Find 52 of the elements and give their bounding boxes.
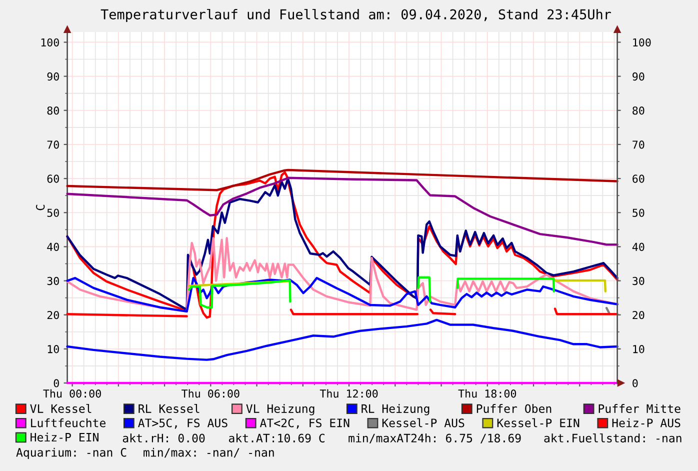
chart-title: Temperaturverlauf und Fuellstand am: 09.04.2020, Stand 23:45Uhr — [100, 8, 611, 22]
legend-label: Kessel-P AUS — [382, 418, 464, 428]
y-tick-label: 70 — [47, 140, 59, 149]
y2-tick-label: 20 — [632, 310, 644, 320]
legend-label: Puffer Oben — [476, 404, 552, 413]
x-tick-label: Thu 00:00 — [43, 389, 101, 398]
y-tick-label: 50 — [47, 208, 59, 217]
x-tick-label: Thu 06:00 — [182, 389, 240, 398]
y-tick-label: 40 — [47, 242, 59, 251]
line-series — [66, 237, 618, 313]
y-axis-title: C — [36, 204, 45, 210]
y2-tick-label: 90 — [632, 72, 644, 81]
y-tick-label: 10 — [48, 345, 59, 354]
y2-tick-label: 10 — [633, 345, 644, 354]
text: min/max: -nan/ -nan — [144, 448, 274, 458]
y-tick-label: 90 — [47, 72, 59, 81]
y-tick-label: 60 — [47, 174, 59, 183]
x-tick-label: Thu 18:00 — [458, 389, 516, 398]
legend-label: Luftfeuchte — [31, 418, 106, 428]
y-tick-label: 80 — [47, 106, 59, 115]
text: Aquarium: -nan C — [16, 448, 126, 460]
y2-tick-label: 30 — [632, 276, 644, 286]
line-series — [66, 168, 618, 192]
line-series — [66, 276, 618, 313]
x-tick-label: Thu 12:00 — [320, 389, 378, 398]
y-tick-label: 20 — [47, 310, 59, 320]
legend-label: Heiz-P AUS — [612, 418, 680, 428]
y-tick-label: 30 — [47, 276, 59, 286]
y2-tick-label: 0 — [632, 379, 638, 388]
y2-tick-label: 40 — [632, 242, 644, 251]
y2-tick-label: 60 — [632, 174, 644, 183]
text: akt.rH: 0.00 — [122, 434, 205, 442]
line-series — [66, 176, 618, 246]
y2-tick-label: 80 — [632, 106, 644, 115]
legend-label: Heiz-P EIN — [30, 432, 98, 442]
y2-tick-label: 100 — [633, 38, 651, 47]
legend-label: RL Heizung — [362, 404, 430, 416]
legend-label: AT>5C, FS AUS — [138, 418, 228, 429]
legend-label: Puffer Mitte — [598, 404, 680, 413]
y2-tick-label: 50 — [632, 208, 644, 217]
y-tick-label: 100 — [41, 38, 59, 47]
text: min/maxAT24h: 6.75 /18.69 — [348, 434, 521, 444]
y2-tick-label: 70 — [632, 140, 644, 149]
legend-label: VL Heizung — [246, 404, 314, 416]
legend-label: VL Kessel — [30, 404, 92, 413]
y-tick-label: 0 — [54, 379, 59, 388]
legend-label: RL Kessel — [138, 404, 200, 413]
line-series — [66, 318, 618, 361]
text: akt.AT:10.69 C — [228, 434, 324, 442]
legend-label: AT<2C, FS EIN — [260, 418, 350, 429]
text: akt.Fuellstand: -nan — [544, 433, 682, 442]
legend-label: Kessel-P EIN — [497, 418, 580, 428]
